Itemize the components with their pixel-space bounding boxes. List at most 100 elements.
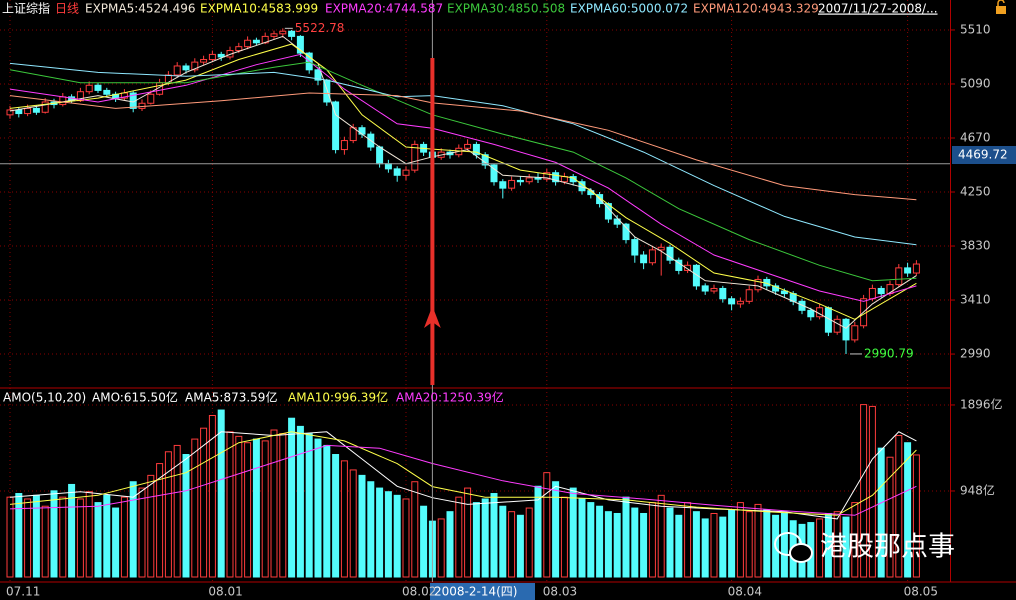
volume-title: AMO(5,10,20) [3,391,86,405]
volume-bar [252,438,260,578]
candle-body [851,325,859,341]
cursor-price: 4469.72 [958,148,1008,162]
period: 日线 [55,2,79,16]
volume-bar [279,433,287,578]
candle-body [552,172,560,183]
candle-body [868,287,876,300]
candle-body [235,46,243,52]
candle-body [912,263,920,274]
candle-body [710,287,718,292]
volume-bar [666,507,674,578]
candle-body [15,109,23,115]
candle-body [376,146,384,165]
moving-average-line [9,92,917,201]
volume-bar [534,485,542,578]
volume-bar [525,507,533,578]
volume-bar [94,502,102,578]
candle-body [191,61,199,71]
volume-bar [138,487,146,578]
volume-bar [59,496,67,578]
volume-bar [728,509,736,578]
volume-bar [437,518,445,578]
volume-bar [842,516,850,578]
candle-body [76,91,84,102]
volume-bar [164,451,172,578]
candle-body [217,53,225,58]
volume-bar [490,493,498,578]
y-tick-label: 948亿 [960,482,995,497]
candle-body [798,300,806,311]
volume-bar [464,487,472,578]
volume-bar [402,498,410,578]
date-range[interactable]: 2007/11/27-2008/... [818,2,938,16]
volume-bar [182,454,190,578]
candle-body [252,39,260,44]
volume-bar [314,438,322,578]
volume-bar [24,498,32,578]
low-annotation: 2990.79 [864,346,914,360]
y-tick-label: 3410 [960,293,991,307]
cursor-date-box [430,583,535,600]
volume-bar [191,438,199,578]
candle-body [666,246,674,261]
volume-bar [305,433,313,578]
volume-bar [912,454,920,578]
candle-body [622,223,630,241]
lock-icon[interactable] [996,0,1006,14]
x-tick-label: 08.03 [543,585,577,599]
candle-body [103,89,111,95]
cursor-price-box [952,146,1016,164]
candle-body [640,254,648,264]
volume-bar [472,502,480,578]
candle-body [499,181,507,189]
volume-bar [41,505,49,578]
volume-bar [499,505,507,578]
volume-bar [349,469,357,578]
legend-entry: EXPMA60:5000.072 [570,2,688,16]
volume-bar [384,491,392,578]
watermark-text: 港股那点事 [820,532,955,563]
volume-bar [692,511,700,578]
x-tick-label: 08.04 [728,585,762,599]
volume-bar [217,409,225,578]
y-tick-label: 4670 [960,130,991,144]
candle-body [842,318,850,341]
x-tick-label: 08.01 [208,585,242,599]
volume-bar [446,511,454,578]
volume-bar [288,417,296,578]
index-name: 上证综指 [2,1,50,16]
candle-body [754,278,762,291]
volume-bar [895,434,903,578]
candle-body [534,177,542,180]
wechat-bubble [789,543,813,563]
candle-body [340,140,348,151]
volume-bar [147,474,155,578]
y-tick-label: 1896亿 [960,396,1003,411]
volume-bar [156,463,164,578]
candle-body [877,287,885,295]
candle-body [85,84,93,93]
volume-bar [684,502,692,578]
legend-entry: EXPMA5:4524.496 [85,2,196,16]
marks-layer [0,28,950,578]
volume-bar [376,487,384,578]
candle-body [94,84,102,91]
candle-body [772,285,780,292]
candle-body [516,179,524,183]
moving-average-line [9,35,917,329]
volume-bar [622,496,630,578]
volume-bar [270,429,278,578]
volume-bar [129,481,137,578]
y-tick-label: 4250 [960,185,991,199]
x-tick-label: 07.11 [6,585,40,599]
volume-bar [578,498,586,578]
candle-body [736,300,744,305]
legend-entry: EXPMA30:4850.508 [447,2,565,16]
candle-body [244,39,252,48]
candle-body [780,290,788,295]
volume-bar [244,442,252,578]
volume-bar [332,454,340,578]
volume-bar [103,494,111,578]
